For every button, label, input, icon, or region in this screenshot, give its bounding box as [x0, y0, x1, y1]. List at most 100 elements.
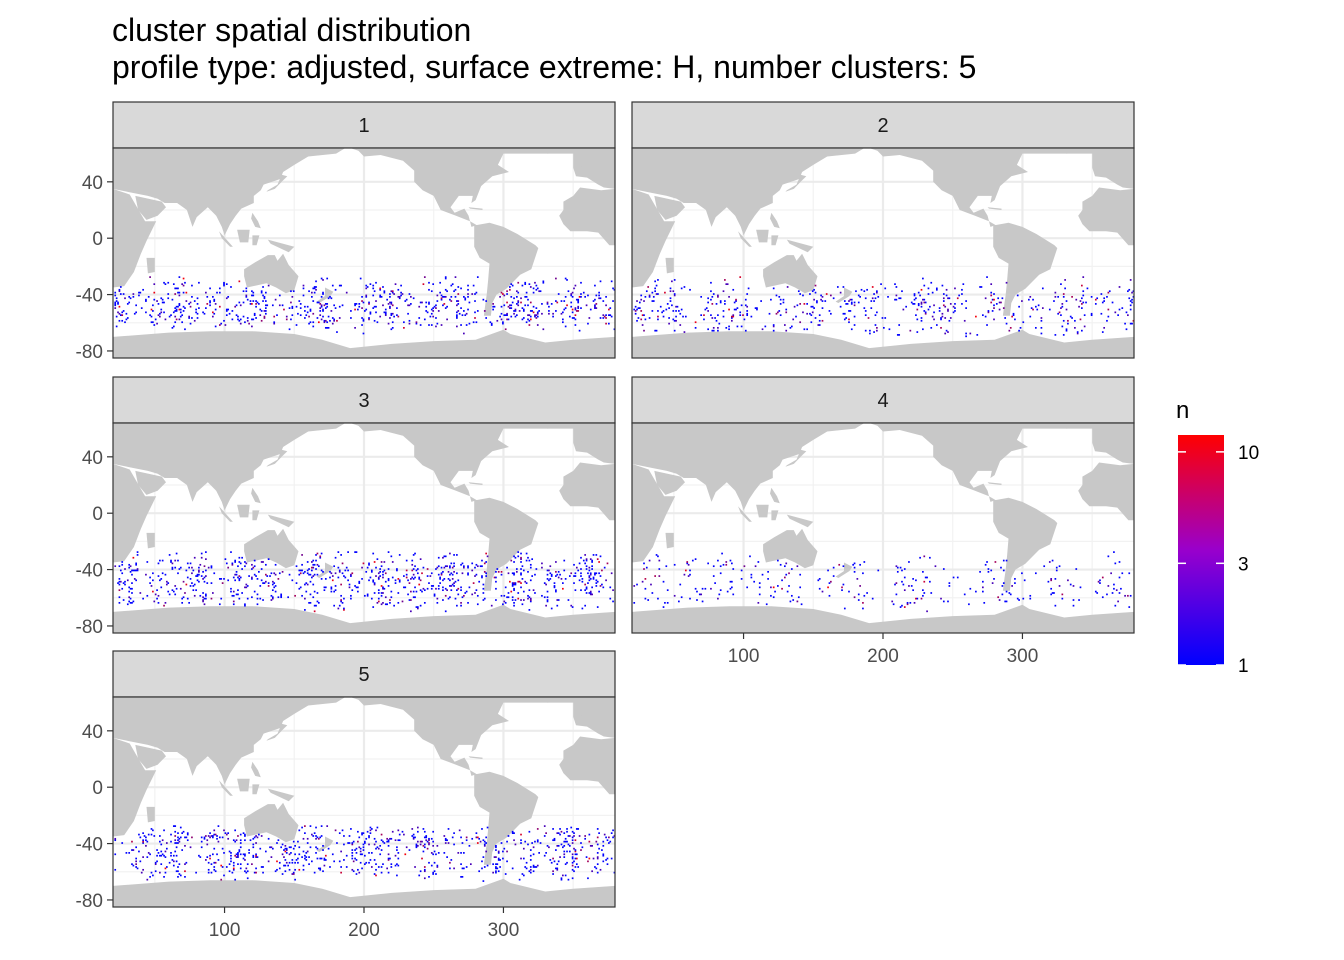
count-cell	[319, 868, 322, 871]
count-cell	[1074, 326, 1076, 329]
count-cell	[987, 311, 990, 314]
count-cell	[270, 572, 273, 575]
count-cell	[428, 303, 430, 305]
land-polygon	[525, 423, 560, 429]
count-cell	[451, 578, 454, 580]
count-cell	[302, 850, 305, 853]
land-polygon	[146, 257, 155, 274]
count-cell	[772, 287, 775, 290]
count-cell	[377, 847, 380, 850]
count-cell	[195, 308, 197, 311]
count-cell	[313, 832, 316, 835]
count-cell	[380, 561, 383, 563]
count-cell	[596, 828, 599, 830]
count-cell	[560, 578, 563, 580]
count-cell	[582, 291, 585, 294]
count-cell	[157, 601, 160, 604]
count-cell	[384, 311, 387, 314]
count-cell	[1022, 597, 1025, 600]
count-cell	[492, 308, 494, 311]
count-cell	[711, 329, 714, 332]
count-cell	[262, 871, 264, 874]
count-cell	[520, 558, 522, 561]
count-cell	[195, 311, 197, 314]
count-cell	[694, 558, 697, 561]
land-polygon	[1078, 187, 1134, 246]
count-cell	[535, 314, 538, 317]
count-cell	[1131, 291, 1133, 294]
count-cell	[115, 300, 118, 302]
land-polygon	[219, 506, 233, 522]
count-cell	[196, 312, 199, 315]
count-cell	[372, 307, 375, 309]
count-cell	[562, 846, 564, 849]
count-cell	[198, 566, 200, 569]
count-cell	[594, 866, 596, 868]
land-polygon	[252, 510, 260, 521]
count-cell	[355, 847, 358, 850]
count-cell	[513, 310, 515, 312]
count-cell	[915, 297, 917, 300]
count-cell	[795, 315, 797, 318]
count-cell	[485, 836, 488, 839]
count-cell	[536, 828, 539, 830]
count-cell	[182, 310, 185, 312]
count-cell	[464, 592, 467, 594]
count-cell	[430, 587, 433, 590]
count-cell	[150, 871, 153, 874]
count-cell	[796, 565, 799, 568]
count-cell	[781, 579, 783, 582]
count-cell	[262, 286, 264, 288]
count-cell	[922, 277, 924, 280]
count-cell	[596, 580, 599, 583]
count-cell	[142, 868, 144, 871]
count-cell	[320, 825, 323, 827]
count-cell	[933, 304, 935, 307]
count-cell	[1012, 314, 1015, 317]
count-cell	[266, 304, 269, 307]
count-cell	[397, 829, 400, 832]
count-cell	[421, 301, 423, 304]
count-cell	[179, 836, 182, 839]
count-cell	[387, 840, 390, 843]
count-cell	[191, 572, 193, 575]
count-cell	[450, 859, 453, 861]
count-cell	[245, 562, 248, 565]
count-cell	[464, 314, 467, 317]
count-cell	[585, 568, 588, 570]
count-cell	[156, 854, 158, 857]
count-cell	[319, 867, 322, 870]
count-cell	[384, 314, 387, 317]
count-cell	[375, 300, 377, 302]
count-cell	[919, 556, 921, 559]
count-cell	[529, 599, 532, 601]
count-cell	[731, 586, 733, 589]
count-cell	[637, 307, 640, 309]
count-cell	[644, 318, 647, 321]
count-cell	[832, 575, 835, 577]
count-cell	[853, 315, 856, 318]
count-cell	[525, 291, 528, 294]
count-cell	[541, 566, 543, 569]
count-cell	[266, 575, 269, 577]
count-cell	[510, 590, 513, 593]
count-cell	[304, 857, 306, 860]
count-cell	[387, 871, 390, 874]
count-cell	[365, 837, 368, 840]
count-cell	[421, 840, 423, 843]
count-cell	[482, 298, 485, 301]
count-cell	[174, 287, 177, 290]
count-cell	[135, 563, 137, 566]
count-cell	[432, 283, 435, 286]
count-cell	[124, 568, 126, 570]
count-cell	[223, 284, 225, 287]
count-cell	[449, 298, 451, 301]
count-cell	[1005, 281, 1008, 284]
count-cell	[340, 599, 342, 601]
count-cell	[728, 308, 730, 311]
count-cell	[945, 294, 948, 297]
count-cell	[156, 322, 158, 325]
count-cell	[317, 301, 320, 304]
count-cell	[444, 842, 447, 844]
